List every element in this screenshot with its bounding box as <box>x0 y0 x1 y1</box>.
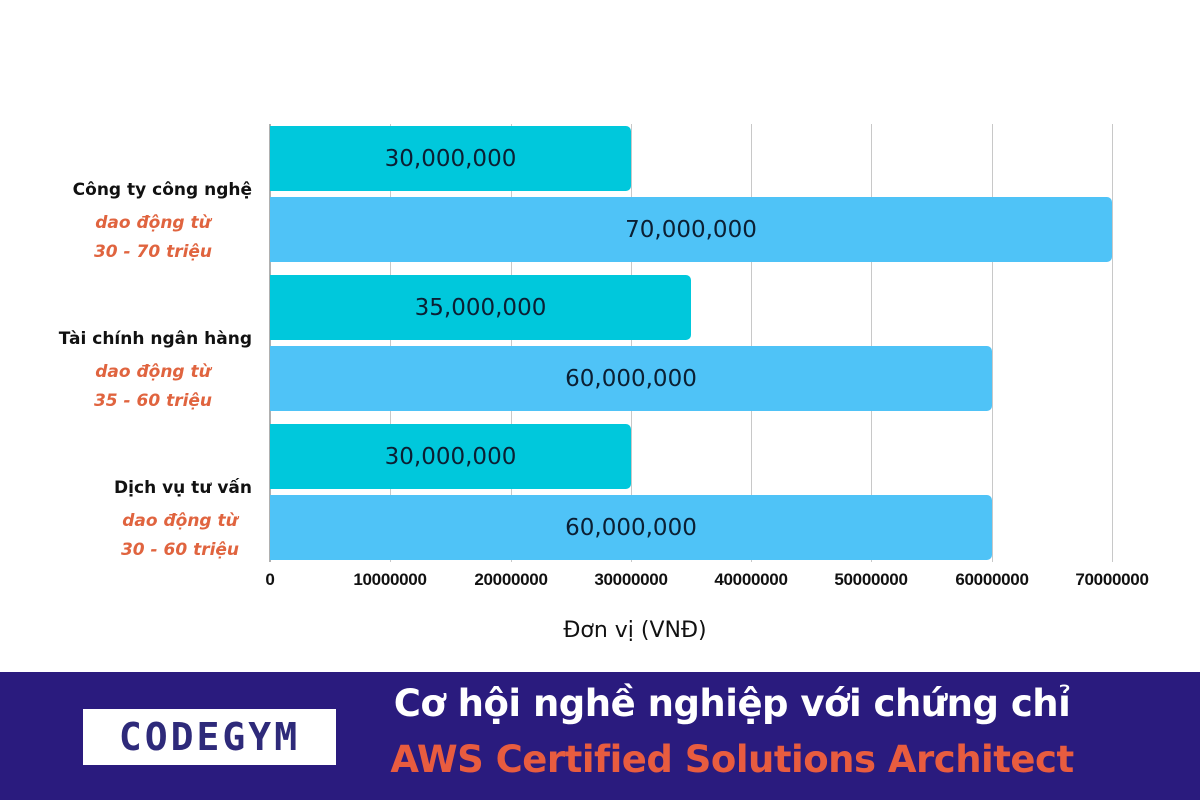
x-tick-label: 40000000 <box>714 570 788 589</box>
gridline <box>511 124 512 562</box>
codegym-logo: CODEGYM <box>83 709 336 765</box>
category-label: Dịch vụ tư vấn <box>114 478 252 498</box>
bar-value-label: 70,000,000 <box>625 216 757 243</box>
bar-value-label: 60,000,000 <box>565 514 697 541</box>
bar-max: 70,000,000 <box>270 197 1112 262</box>
logo-text: CODEGYM <box>118 715 301 759</box>
range-note-line: 30 - 60 triệu <box>120 540 240 560</box>
bar-value-label: 60,000,000 <box>565 365 697 392</box>
x-tick-label: 0 <box>265 570 275 589</box>
bar-min: 35,000,000 <box>270 275 691 340</box>
x-tick-label: 30000000 <box>594 570 668 589</box>
gridline <box>871 124 872 562</box>
category-range-note: dao động từ 35 - 60 triệu <box>63 358 243 416</box>
range-note-line: 35 - 60 triệu <box>93 391 213 411</box>
x-tick-label: 10000000 <box>353 570 427 589</box>
bar-value-label: 35,000,000 <box>414 294 547 321</box>
footer-banner: CODEGYM Cơ hội nghề nghiệp với chứng chỉ… <box>0 672 1200 800</box>
gridline <box>751 124 752 562</box>
gridline <box>631 124 632 562</box>
gridline <box>1112 124 1113 562</box>
category-label: Tài chính ngân hàng <box>58 329 252 349</box>
bar-min: 30,000,000 <box>270 424 631 489</box>
x-tick-label: 70000000 <box>1075 570 1149 589</box>
bar-value-label: 30,000,000 <box>384 443 517 470</box>
bar-min: 30,000,000 <box>270 126 631 191</box>
salary-bar-chart: 30,000,000 70,000,000 35,000,000 60,000,000… <box>58 124 1149 643</box>
bar-max: 60,000,000 <box>270 495 992 560</box>
range-note-line: dao động từ <box>122 511 238 531</box>
y-axis-line <box>269 124 271 562</box>
range-note-line: dao động từ <box>95 362 211 382</box>
x-tick-label: 60000000 <box>955 570 1029 589</box>
banner-subheadline: AWS Certified Solutions Architect <box>390 738 1074 781</box>
x-tick-label: 20000000 <box>474 570 548 589</box>
category-range-note: dao động từ 30 - 70 triệu <box>63 209 243 267</box>
range-note-line: dao động từ <box>95 213 211 233</box>
category-range-note: dao động từ 30 - 60 triệu <box>90 507 270 565</box>
x-tick-label: 50000000 <box>834 570 908 589</box>
bar-value-label: 30,000,000 <box>384 145 517 172</box>
bar-max: 60,000,000 <box>270 346 992 411</box>
banner-headline: Cơ hội nghề nghiệp với chứng chỉ <box>393 682 1071 725</box>
gridline <box>390 124 391 562</box>
gridline <box>992 124 993 562</box>
range-note-line: 30 - 70 triệu <box>93 242 213 262</box>
category-label: Công ty công nghệ <box>72 180 252 200</box>
x-axis-title: Đơn vị (VNĐ) <box>563 618 707 643</box>
